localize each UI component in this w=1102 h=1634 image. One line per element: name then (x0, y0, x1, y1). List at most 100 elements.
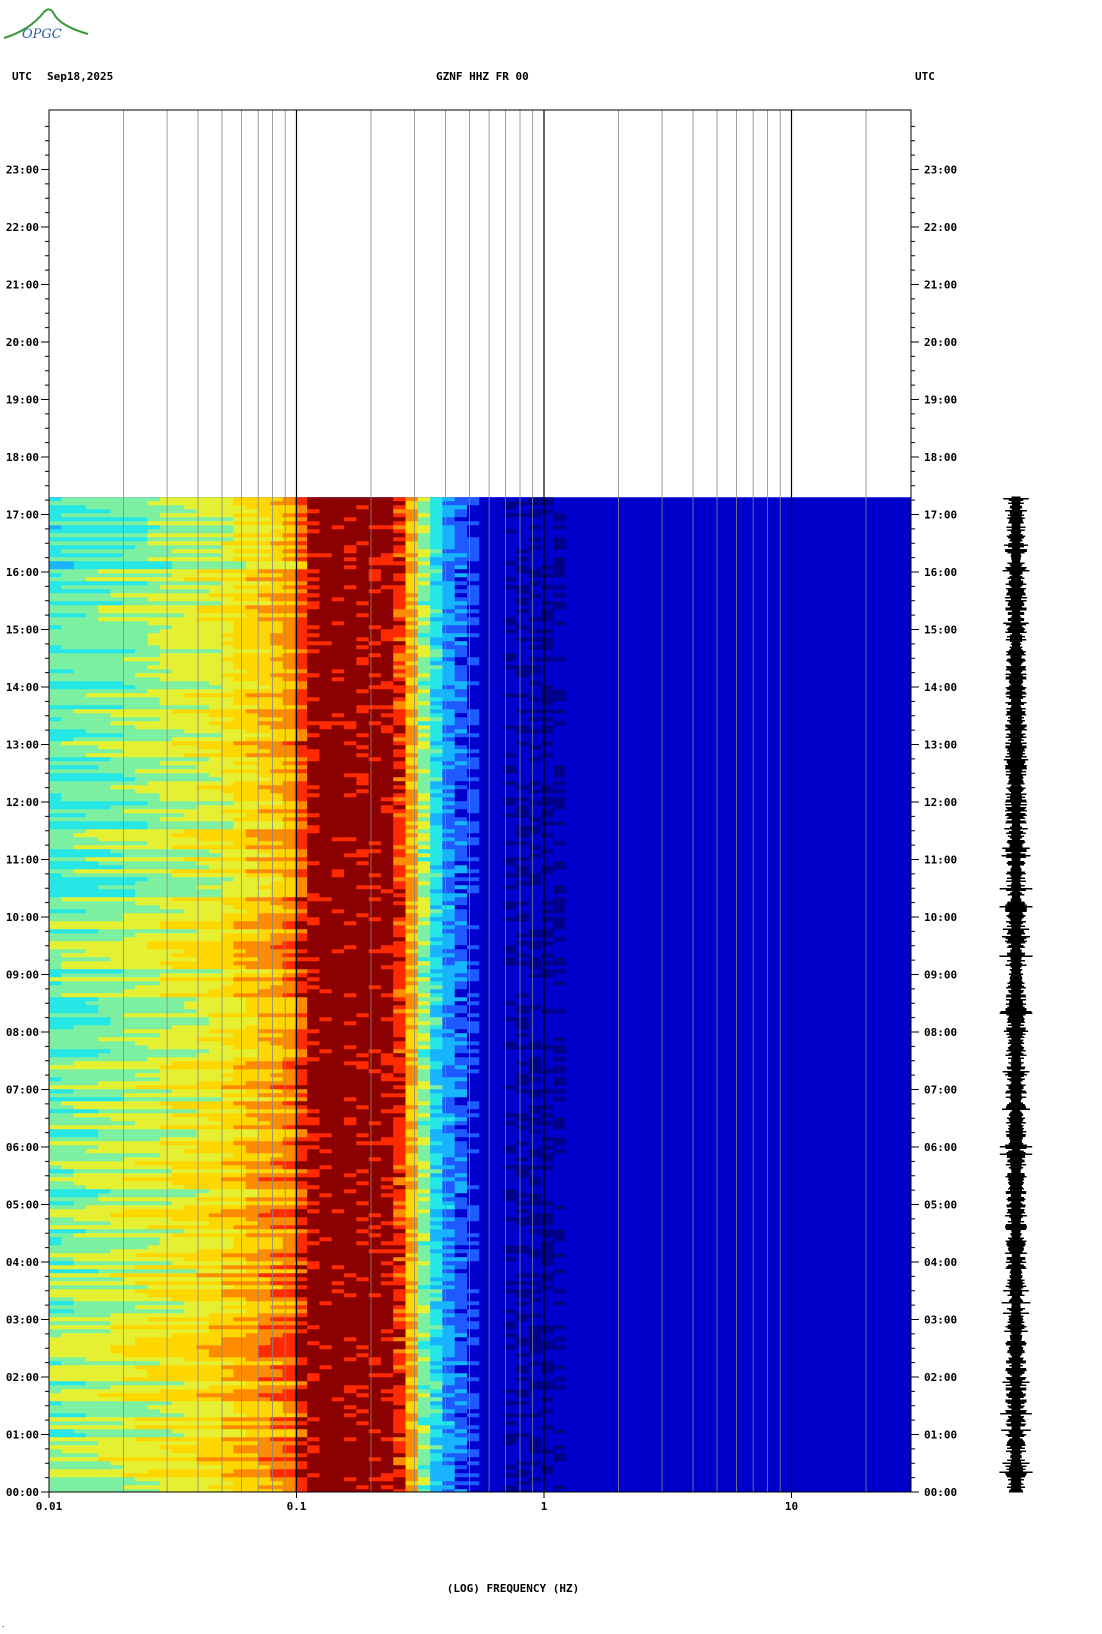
heatmap-cell (85, 745, 99, 750)
heatmap-cell (491, 697, 505, 702)
heatmap-cell (282, 865, 296, 870)
heatmap-cell (491, 769, 505, 774)
heatmap-cell (49, 561, 62, 566)
heatmap-cell (98, 641, 111, 646)
heatmap-cell (171, 981, 185, 986)
heatmap-cell (344, 689, 357, 694)
heatmap-cell (368, 685, 382, 690)
heatmap-cell (528, 525, 542, 530)
heatmap-cell (331, 537, 345, 542)
heatmap-cell (368, 809, 382, 814)
heatmap-cell (442, 721, 456, 726)
heatmap-cell (233, 961, 247, 966)
heatmap-cell (245, 541, 259, 546)
heatmap-cell (479, 621, 493, 626)
heatmap-cell (380, 977, 394, 982)
heatmap-cell (245, 845, 259, 850)
heatmap-cell (405, 905, 419, 910)
heatmap-cell (356, 501, 370, 506)
heatmap-cell (73, 801, 87, 806)
heatmap-cell (307, 597, 320, 602)
heatmap-cell (196, 809, 210, 814)
heatmap-cell (417, 601, 431, 606)
heatmap-cell (380, 813, 394, 818)
heatmap-cell (147, 709, 161, 714)
heatmap-cell (147, 777, 161, 782)
heatmap-cell (491, 969, 505, 974)
heatmap-cell (454, 785, 468, 790)
heatmap-cell (233, 809, 247, 814)
heatmap-cell (356, 905, 370, 910)
heatmap-cell (466, 813, 480, 818)
heatmap-cell (442, 969, 456, 974)
heatmap-cell (208, 829, 222, 834)
heatmap-cell (405, 937, 419, 942)
heatmap-cell (393, 909, 407, 914)
heatmap-cell (294, 581, 308, 586)
heatmap-cell (380, 885, 394, 890)
heatmap-cell (98, 897, 111, 902)
heatmap-cell (257, 841, 271, 846)
heatmap-cell (61, 821, 75, 826)
heatmap-cell (516, 785, 529, 790)
heatmap-cell (466, 785, 480, 790)
heatmap-cell (344, 709, 357, 714)
heatmap-cell (454, 733, 468, 738)
heatmap-cell (442, 957, 456, 962)
heatmap-cell (466, 673, 480, 678)
heatmap-cell (171, 541, 185, 546)
heatmap-cell (270, 565, 284, 570)
heatmap-cell (344, 785, 357, 790)
heatmap-cell (393, 977, 407, 982)
heatmap-cell (319, 717, 333, 722)
heatmap-cell (233, 641, 247, 646)
heatmap-cell (331, 561, 345, 566)
heatmap-cell (159, 633, 173, 638)
heatmap-cell (61, 577, 75, 582)
heatmap-cell (147, 913, 161, 918)
heatmap-cell (393, 533, 407, 538)
heatmap-cell (417, 733, 431, 738)
heatmap-cell (393, 645, 407, 650)
heatmap-cell (257, 921, 271, 926)
heatmap-cell (159, 745, 173, 750)
heatmap-cell (356, 977, 370, 982)
heatmap-cell (344, 897, 357, 902)
heatmap-cell (466, 921, 480, 926)
heatmap-cell (221, 917, 234, 922)
heatmap-cell (233, 813, 247, 818)
heatmap-cell (356, 953, 370, 958)
heatmap-cell (196, 729, 210, 734)
heatmap-cell (417, 789, 431, 794)
heatmap-cell (307, 701, 320, 706)
heatmap-cell (159, 569, 173, 574)
heatmap-cell (356, 729, 370, 734)
heatmap-cell (503, 581, 517, 586)
heatmap-cell (466, 741, 480, 746)
heatmap-cell (454, 801, 468, 806)
heatmap-cell (184, 677, 198, 682)
heatmap-cell (257, 537, 271, 542)
heatmap-cell (442, 529, 456, 534)
heatmap-cell (491, 641, 505, 646)
heatmap-cell (417, 641, 431, 646)
heatmap-cell (245, 909, 259, 914)
heatmap-cell (307, 865, 320, 870)
heatmap-cell (171, 577, 185, 582)
heatmap-cell (257, 845, 271, 850)
heatmap-cell (380, 713, 394, 718)
heatmap-cell (294, 613, 308, 618)
heatmap-cell (516, 509, 529, 514)
heatmap-cell (196, 785, 210, 790)
heatmap-cell (49, 617, 62, 622)
heatmap-cell (257, 833, 271, 838)
heatmap-cell (73, 597, 87, 602)
heatmap-cell (221, 617, 234, 622)
heatmap-cell (122, 737, 136, 742)
heatmap-cell (356, 789, 370, 794)
heatmap-cell (319, 545, 333, 550)
heatmap-cell (393, 673, 407, 678)
heatmap-cell (159, 577, 173, 582)
heatmap-cell (208, 833, 222, 838)
heatmap-cell (184, 973, 198, 978)
